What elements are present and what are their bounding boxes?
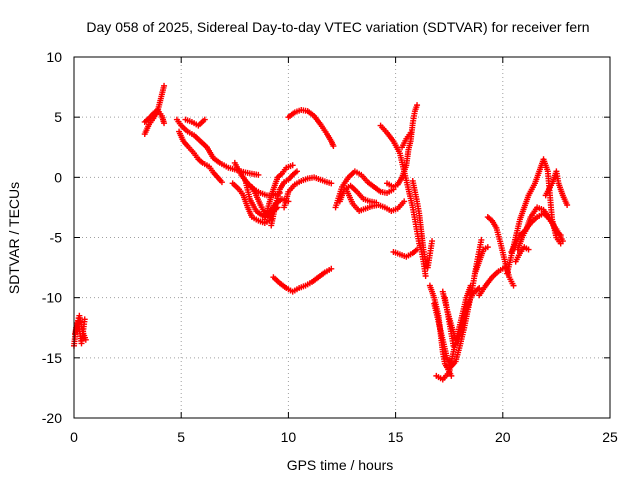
y-tick-label: -10 [42, 290, 62, 306]
data-track [270, 265, 335, 295]
data-point [448, 372, 455, 379]
data-track [268, 168, 300, 229]
data-track [431, 236, 485, 370]
data-point [161, 120, 168, 127]
data-track [141, 106, 168, 127]
chart-title: Day 058 of 2025, Sidereal Day-to-day VTE… [86, 19, 589, 35]
y-tick-label: 10 [46, 49, 62, 65]
data-point [476, 285, 483, 292]
data-point [467, 282, 474, 289]
data-track [512, 244, 532, 265]
data-track [471, 244, 491, 277]
x-tick-label: 25 [602, 429, 618, 445]
y-tick-label: -20 [42, 410, 62, 426]
data-point [293, 168, 300, 175]
data-point [82, 336, 89, 343]
data-track [343, 186, 408, 215]
data-point [328, 180, 335, 187]
x-axis-ticks: 0 5 10 15 20 25 [70, 57, 618, 445]
data-track [476, 264, 508, 299]
data-point [330, 143, 337, 150]
data-track [336, 182, 380, 206]
x-tick-label: 20 [495, 429, 511, 445]
data-track [72, 316, 88, 347]
data-track [285, 106, 337, 150]
data-track [384, 102, 421, 190]
data-track [173, 116, 262, 178]
data-point [328, 265, 335, 272]
data-point [218, 179, 225, 186]
data-point [478, 236, 485, 243]
data-point [559, 238, 566, 245]
data-track [441, 285, 483, 349]
data-point [201, 116, 208, 123]
x-tick-label: 15 [388, 429, 404, 445]
y-tick-label: -15 [42, 350, 62, 366]
y-tick-label: 5 [54, 109, 62, 125]
data-point [81, 316, 88, 323]
data-track [281, 174, 335, 211]
data-point [161, 82, 168, 89]
data-track [484, 214, 517, 289]
data-point [289, 162, 296, 169]
y-axis-label: SDTVAR / TECUs [6, 182, 22, 294]
data-track [542, 168, 571, 209]
data-track [261, 162, 296, 223]
data-point [484, 244, 491, 251]
data-point [422, 273, 429, 280]
data-track [182, 116, 208, 129]
data-points [71, 82, 571, 383]
y-tick-label: 0 [54, 169, 62, 185]
x-axis-label: GPS time / hours [287, 457, 394, 473]
y-tick-label: -5 [50, 230, 63, 246]
x-tick-label: 10 [281, 429, 297, 445]
data-track [141, 82, 168, 138]
data-point [414, 102, 421, 109]
x-tick-label: 5 [177, 429, 185, 445]
data-point [255, 171, 262, 178]
data-point [564, 202, 571, 209]
data-track [176, 128, 225, 186]
data-track [514, 204, 566, 253]
data-point [429, 238, 436, 245]
data-point [510, 282, 517, 289]
data-point [414, 246, 421, 253]
data-track [399, 129, 414, 151]
data-track [409, 177, 436, 271]
data-point [525, 246, 532, 253]
y-axis-ticks: -20 -15 -10 -5 0 5 10 [42, 49, 610, 426]
data-track [390, 246, 421, 260]
x-tick-label: 0 [70, 429, 78, 445]
data-point [407, 129, 414, 136]
data-point [401, 198, 408, 205]
